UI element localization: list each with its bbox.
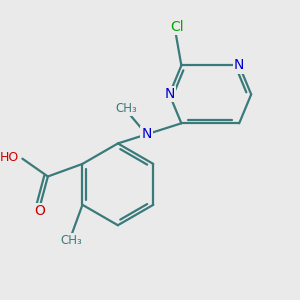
Text: CH₃: CH₃ [60, 234, 82, 247]
Text: Cl: Cl [170, 20, 184, 34]
Text: N: N [164, 87, 175, 101]
Text: N: N [141, 128, 152, 141]
Text: CH₃: CH₃ [116, 102, 137, 115]
Text: N: N [234, 58, 244, 73]
Text: HO: HO [0, 151, 19, 164]
Text: O: O [34, 204, 45, 218]
